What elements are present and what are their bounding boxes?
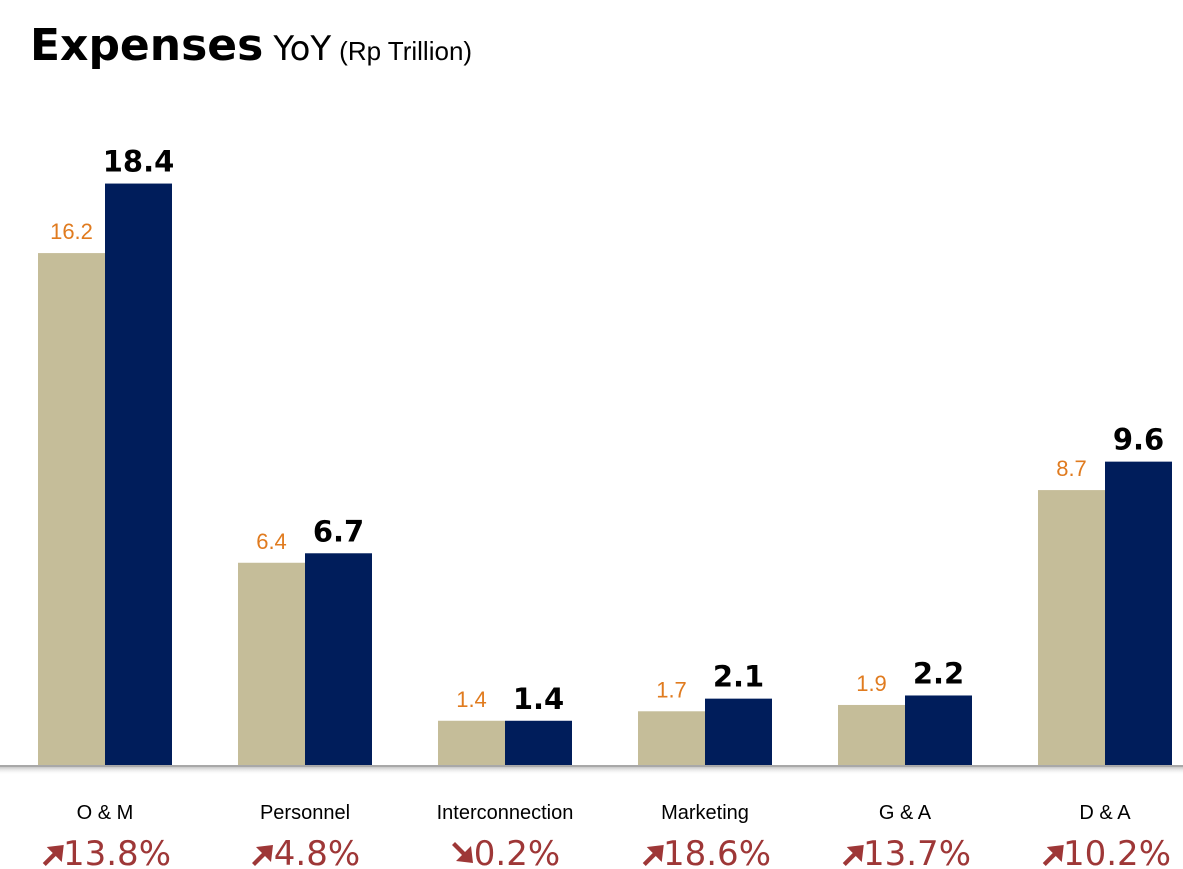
bar-previous bbox=[438, 720, 505, 765]
title-unit: (Rp Trillion) bbox=[339, 36, 473, 66]
value-label-previous: 1.4 bbox=[456, 687, 487, 712]
bar-previous bbox=[1038, 490, 1105, 765]
x-axis-shadow bbox=[0, 767, 1183, 775]
change-percent: 4.8% bbox=[274, 834, 360, 869]
chart-title: Expenses YoY (Rp Trillion) bbox=[30, 20, 472, 71]
change-percent: 13.8% bbox=[63, 834, 171, 869]
value-label-previous: 1.7 bbox=[656, 677, 687, 702]
change-percent: 0.2% bbox=[474, 834, 560, 869]
arrow-up-right-icon bbox=[842, 845, 864, 866]
bar-previous bbox=[38, 253, 105, 765]
change-percent: 18.6% bbox=[663, 834, 771, 869]
value-label-previous: 6.4 bbox=[256, 529, 287, 554]
value-label-current: 6.7 bbox=[313, 514, 364, 548]
value-label-current: 1.4 bbox=[513, 682, 564, 716]
value-label-current: 2.2 bbox=[913, 656, 964, 690]
category-label: Interconnection bbox=[437, 802, 574, 824]
bar-current bbox=[705, 698, 772, 765]
bar-current bbox=[1105, 461, 1172, 765]
arrow-up-right-icon bbox=[1042, 845, 1064, 866]
value-label-current: 2.1 bbox=[713, 660, 764, 694]
category-label: D & A bbox=[1079, 802, 1131, 824]
bar-current bbox=[505, 720, 572, 765]
title-yoy: YoY bbox=[273, 29, 332, 69]
bar-current bbox=[105, 183, 172, 765]
arrow-up-right-icon bbox=[642, 845, 664, 866]
value-label-current: 9.6 bbox=[1113, 423, 1164, 457]
category-label: G & A bbox=[879, 802, 932, 824]
bar-current bbox=[305, 553, 372, 765]
bar-previous bbox=[838, 704, 905, 765]
bar-current bbox=[905, 695, 972, 765]
bar-previous bbox=[238, 562, 305, 765]
category-label: Personnel bbox=[260, 802, 350, 824]
arrow-up-right-icon bbox=[42, 845, 64, 866]
change-percent: 13.7% bbox=[863, 834, 971, 869]
title-main: Expenses bbox=[30, 20, 264, 71]
bar-previous bbox=[638, 711, 705, 765]
arrow-down-right-icon bbox=[452, 842, 473, 863]
arrow-up-right-icon bbox=[252, 845, 273, 866]
change-percent: 10.2% bbox=[1063, 834, 1171, 869]
value-label-previous: 16.2 bbox=[50, 219, 93, 244]
category-label: Marketing bbox=[661, 802, 749, 824]
value-label-current: 18.4 bbox=[103, 145, 175, 179]
value-label-previous: 1.9 bbox=[856, 671, 887, 696]
category-label: O & M bbox=[77, 802, 134, 824]
value-label-previous: 8.7 bbox=[1056, 456, 1087, 481]
